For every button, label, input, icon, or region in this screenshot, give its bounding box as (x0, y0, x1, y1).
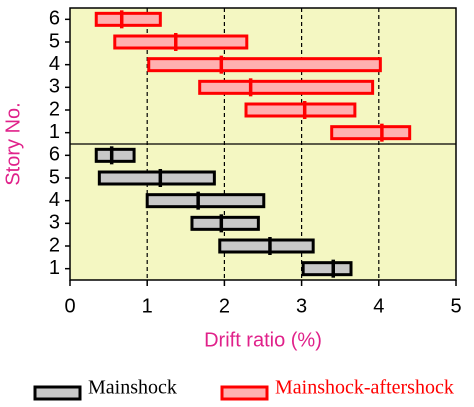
range-bar (301, 261, 353, 277)
y-tick-label: 2 (49, 98, 60, 120)
y-axis-label: Story No. (2, 102, 24, 185)
y-tick-label: 6 (49, 8, 60, 30)
y-tick-label: 4 (49, 189, 60, 211)
x-tick-label: 0 (64, 295, 75, 317)
y-tick-label: 5 (49, 30, 60, 52)
range-bar (330, 125, 412, 141)
legend-swatch (220, 385, 269, 401)
x-tick-label: 2 (219, 295, 230, 317)
y-tick-label: 1 (49, 257, 60, 279)
range-bar (94, 147, 136, 163)
range-bar (147, 57, 382, 73)
y-tick-label: 3 (49, 212, 60, 234)
plot-frame (69, 7, 457, 281)
range-bar (198, 79, 375, 95)
y-tick-label: 4 (49, 53, 60, 75)
range-bar (244, 102, 357, 118)
y-tick-label: 3 (49, 76, 60, 98)
range-bar (113, 34, 249, 50)
range-bar (218, 238, 315, 254)
y-tick-label: 1 (49, 121, 60, 143)
legend-swatch (33, 385, 82, 401)
x-tick-label: 1 (142, 295, 153, 317)
y-tick-label: 6 (49, 144, 60, 166)
range-bar (94, 11, 162, 27)
x-tick-label: 5 (450, 295, 461, 317)
legend-label: Mainshock (88, 377, 177, 399)
y-tick-label: 2 (49, 234, 60, 256)
range-bar (145, 193, 266, 209)
x-tick-label: 4 (373, 295, 384, 317)
legend-label: Mainshock-aftershock (275, 377, 454, 399)
range-bar (97, 170, 216, 186)
x-axis-label: Drift ratio (%) (204, 329, 322, 351)
x-tick-label: 3 (296, 295, 307, 317)
range-bar (190, 215, 260, 231)
y-tick-label: 5 (49, 166, 60, 188)
